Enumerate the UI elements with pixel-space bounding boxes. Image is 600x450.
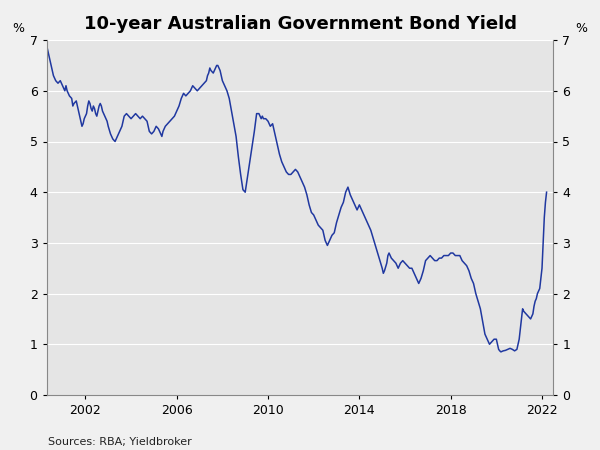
Text: %: % [575, 22, 587, 35]
Text: %: % [13, 22, 25, 35]
Text: Sources: RBA; Yieldbroker: Sources: RBA; Yieldbroker [48, 437, 192, 447]
Title: 10-year Australian Government Bond Yield: 10-year Australian Government Bond Yield [83, 15, 517, 33]
